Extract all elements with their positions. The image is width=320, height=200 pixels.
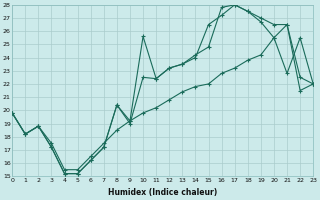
X-axis label: Humidex (Indice chaleur): Humidex (Indice chaleur) (108, 188, 217, 197)
